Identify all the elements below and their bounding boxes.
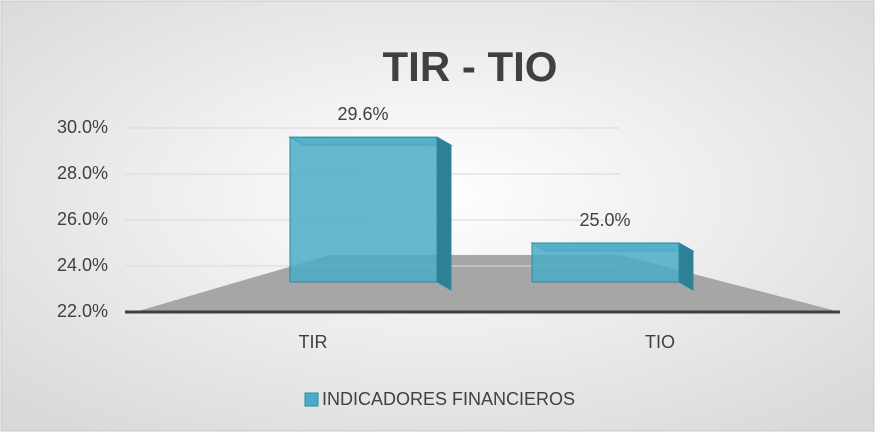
chart-title: TIR - TIO bbox=[383, 43, 558, 90]
bar bbox=[531, 242, 680, 283]
x-tick-label: TIO bbox=[645, 332, 675, 352]
legend-label: INDICADORES FINANCIEROS bbox=[322, 389, 575, 409]
bar bbox=[289, 136, 438, 283]
x-tick-label: TIR bbox=[299, 332, 328, 352]
data-label: 29.6% bbox=[337, 104, 388, 124]
data-label: 25.0% bbox=[579, 210, 630, 230]
legend-swatch bbox=[304, 392, 319, 407]
y-tick-label: 30.0% bbox=[57, 117, 108, 137]
y-tick-label: 26.0% bbox=[57, 209, 108, 229]
bar-side bbox=[436, 136, 452, 291]
bar-side bbox=[678, 242, 694, 291]
y-tick-label: 22.0% bbox=[57, 301, 108, 321]
y-tick-label: 28.0% bbox=[57, 163, 108, 183]
y-tick-label: 24.0% bbox=[57, 255, 108, 275]
